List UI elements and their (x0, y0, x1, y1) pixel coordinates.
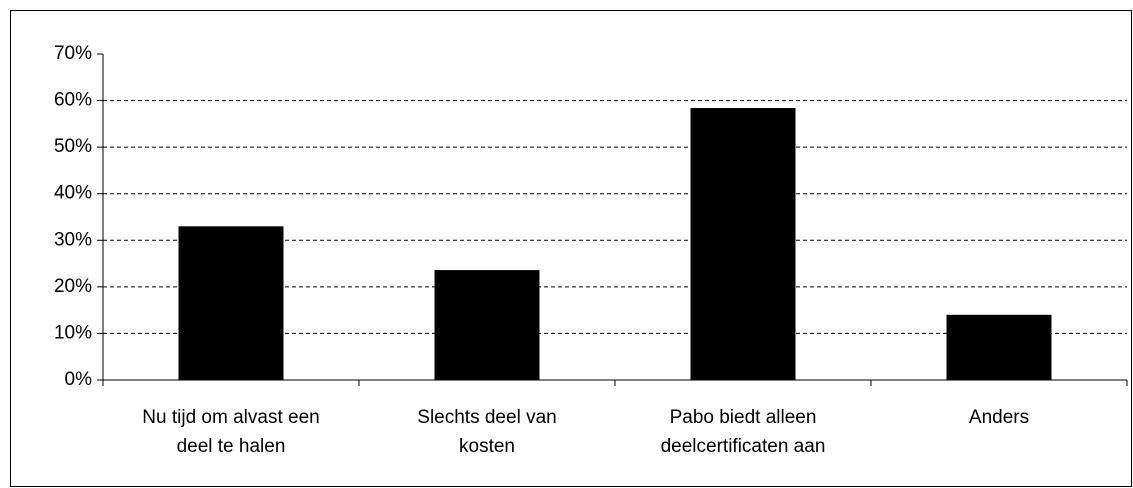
y-tick-label: 40% (54, 183, 92, 204)
x-tick-label: Pabo biedt alleen (670, 407, 817, 428)
bar (946, 314, 1052, 380)
y-tick-label: 0% (65, 369, 93, 390)
x-tick-label: kosten (459, 436, 515, 457)
x-tick-label: Anders (969, 407, 1029, 428)
y-tick-label: 20% (54, 276, 92, 297)
bar (690, 108, 796, 380)
x-tick-label: Slechts deel van (417, 407, 556, 428)
y-tick-label: 60% (54, 90, 92, 111)
x-tick-label: deel te halen (177, 436, 286, 457)
y-tick-label: 70% (54, 43, 92, 64)
x-tick-label: Nu tijd om alvast een (142, 407, 319, 428)
x-tick-label: deelcertificaten aan (661, 436, 826, 457)
bar (178, 226, 284, 380)
y-tick-label: 50% (54, 136, 92, 157)
y-tick-label: 10% (54, 322, 92, 343)
bar (434, 270, 540, 380)
y-tick-label: 30% (54, 229, 92, 250)
